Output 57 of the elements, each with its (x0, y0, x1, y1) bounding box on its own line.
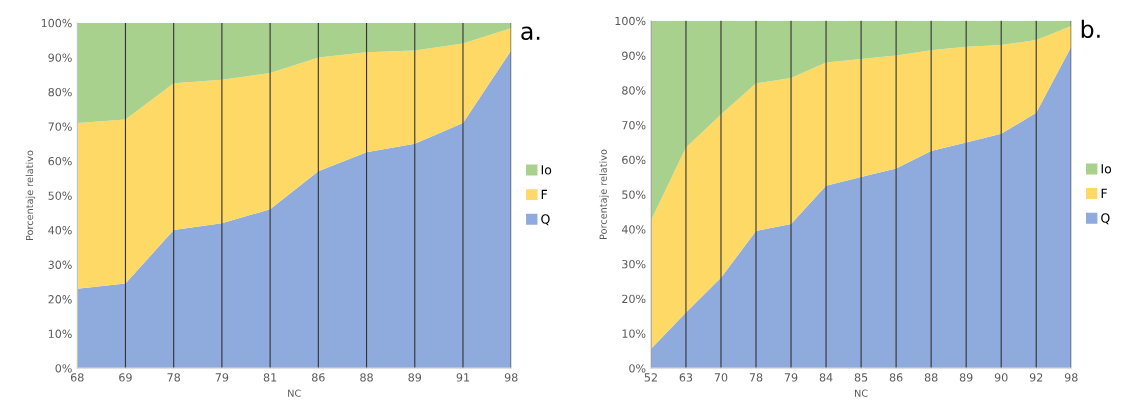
x-tick-label: 89 (959, 373, 973, 382)
y-tick-label: 100% (41, 18, 72, 28)
y-tick-label: 90% (622, 51, 646, 60)
legend-label: Q (1101, 213, 1110, 225)
x-tick-label: 78 (749, 373, 763, 382)
y-tick-label: 80% (48, 87, 72, 97)
y-tick-label: 10% (622, 329, 646, 338)
y-tick-label: 30% (48, 260, 72, 269)
x-tick-label: 70 (714, 373, 728, 382)
x-tick-label: 98 (1064, 373, 1078, 382)
x-tick-label: 86 (312, 373, 325, 382)
y-tick-label: 40% (621, 225, 646, 234)
text: b. (1081, 19, 1100, 39)
y-tick-label: 0% (55, 364, 72, 373)
x-tick-label: 78 (167, 373, 180, 382)
legend-label: Io (1101, 164, 1112, 174)
x-tick-label: 86 (889, 373, 903, 382)
x-tick-label: 89 (408, 373, 422, 382)
text: a. (521, 26, 540, 41)
x-tick-label: 69 (119, 373, 132, 382)
x-tick-label: 85 (854, 373, 868, 382)
y-tick-label: 50% (622, 190, 646, 199)
y-tick-label: 10% (48, 329, 72, 339)
x-tick-label: 98 (504, 373, 518, 382)
y-tick-label: 60% (622, 155, 646, 165)
x-tick-label: 91 (456, 373, 470, 382)
legend-label: Io (541, 165, 552, 175)
y-tick-label: 70% (622, 120, 646, 130)
x-tick-label: 88 (360, 373, 373, 382)
y-tick-label: 50% (48, 191, 72, 200)
y-tick-label: 60% (48, 156, 72, 166)
x-tick-label: 79 (784, 373, 798, 382)
y-tick-label: 90% (48, 53, 72, 62)
y-tick-label: 20% (48, 295, 72, 304)
y-axis-title: Porcentaje relativo (599, 149, 609, 239)
y-axis-title: Porcentaje relativo (25, 150, 36, 241)
x-tick-label: 79 (215, 373, 229, 382)
x-tick-label: 68 (70, 373, 84, 382)
x-tick-label: 90 (994, 373, 1008, 382)
y-tick-label: 20% (622, 294, 646, 304)
x-tick-label: 63 (679, 373, 693, 382)
y-tick-label: 80% (622, 86, 646, 95)
x-axis-title: NC (855, 389, 868, 397)
x-tick-label: 84 (819, 373, 833, 382)
legend-label: Q (541, 214, 550, 226)
legend-label: F (1101, 188, 1107, 198)
x-axis-title: NC (288, 389, 301, 397)
y-tick-label: 0% (629, 364, 646, 373)
x-tick-label: 81 (263, 373, 277, 382)
x-tick-label: 88 (924, 373, 938, 382)
legend-label: F (541, 189, 547, 199)
x-tick-label: 92 (1029, 373, 1043, 382)
y-tick-label: 100% (615, 16, 646, 26)
x-tick-label: 52 (644, 373, 657, 382)
y-tick-label: 40% (48, 226, 72, 235)
y-tick-label: 70% (48, 122, 72, 131)
y-tick-label: 30% (622, 259, 646, 269)
